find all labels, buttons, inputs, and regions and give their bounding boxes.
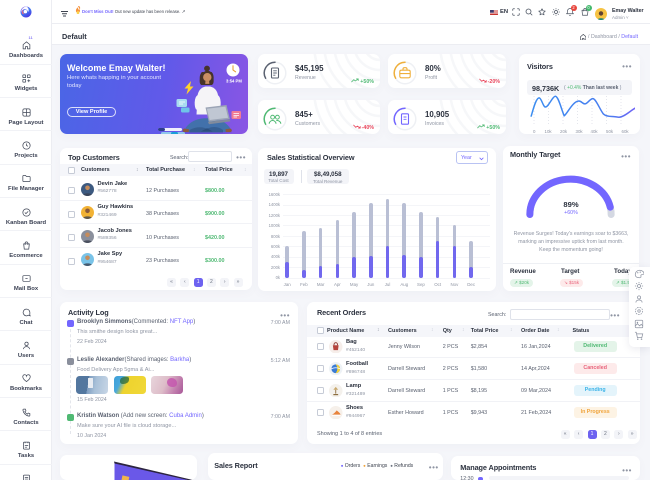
- svg-text:3:54 PM: 3:54 PM: [226, 79, 242, 84]
